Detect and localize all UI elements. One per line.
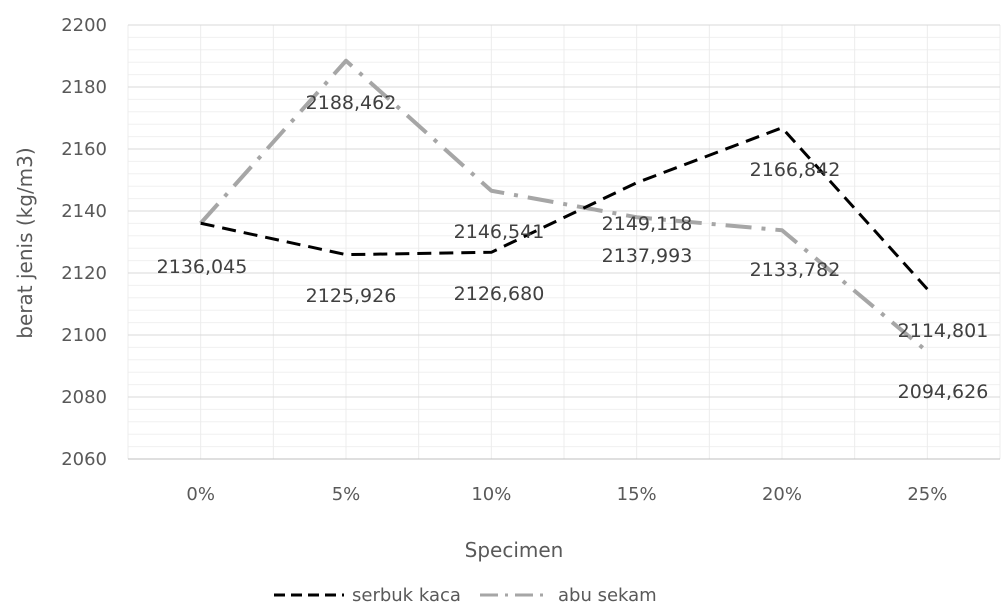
series-line-abu-sekam: [199, 58, 929, 354]
y-axis-ticks: 2060 2080 2100 2120 2140 2160 2180 2200: [61, 15, 107, 470]
data-label: 2166,842: [750, 159, 841, 181]
major-gridlines: [128, 24, 1000, 460]
minor-gridlines: [127, 24, 1001, 460]
legend: serbuk kaca abu sekam: [274, 585, 657, 604]
series-lines: [199, 58, 929, 354]
data-label: 2188,462: [306, 92, 397, 114]
series-line-serbuk-kaca: [200, 126, 929, 291]
data-label: 2136,045: [157, 256, 248, 278]
x-tick-label: 25%: [907, 484, 947, 505]
y-axis-title: berat jenis (kg/m3): [13, 147, 37, 338]
data-label: 2133,782: [750, 259, 841, 281]
x-tick-label: 0%: [186, 484, 215, 505]
x-tick-label: 15%: [617, 484, 657, 505]
x-tick-label: 10%: [471, 484, 511, 505]
x-axis-title: Specimen: [465, 538, 564, 562]
y-tick-label: 2200: [61, 15, 107, 36]
data-label: 2149,118: [602, 213, 693, 235]
y-tick-label: 2060: [61, 449, 107, 470]
y-tick-label: 2140: [61, 201, 107, 222]
data-label: 2126,680: [454, 283, 545, 305]
x-tick-label: 20%: [762, 484, 802, 505]
x-axis-ticks: 0% 5% 10% 15% 20% 25%: [186, 484, 947, 505]
data-label: 2094,626: [898, 381, 989, 403]
data-labels: 2136,045 2125,926 2126,680 2149,118 2166,842…: [157, 92, 989, 403]
y-tick-label: 2100: [61, 325, 107, 346]
legend-label-abu-sekam: abu sekam: [558, 585, 657, 604]
y-tick-label: 2180: [61, 77, 107, 98]
y-tick-label: 2160: [61, 139, 107, 160]
data-label: 2137,993: [602, 245, 693, 267]
legend-label-serbuk-kaca: serbuk kaca: [352, 585, 461, 604]
y-tick-label: 2080: [61, 387, 107, 408]
data-label: 2146,541: [454, 221, 545, 243]
data-label: 2125,926: [306, 285, 397, 307]
y-tick-label: 2120: [61, 263, 107, 284]
data-label: 2114,801: [898, 320, 989, 342]
x-tick-label: 5%: [332, 484, 361, 505]
